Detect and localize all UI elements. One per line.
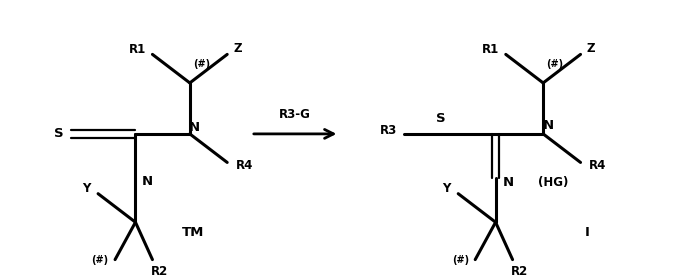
- Text: N: N: [543, 119, 554, 132]
- Text: TM: TM: [182, 226, 204, 239]
- Text: S: S: [436, 113, 446, 125]
- Text: Y: Y: [442, 183, 450, 195]
- Text: R2: R2: [150, 265, 168, 278]
- Text: R4: R4: [589, 159, 606, 172]
- Text: (#): (#): [546, 59, 563, 69]
- Text: (#): (#): [193, 59, 210, 69]
- Text: S: S: [54, 127, 64, 140]
- Text: R1: R1: [482, 43, 500, 56]
- Text: R3: R3: [380, 124, 398, 137]
- Text: R1: R1: [129, 43, 146, 56]
- Text: (#): (#): [452, 255, 469, 265]
- Text: Z: Z: [586, 43, 595, 55]
- Text: I: I: [585, 226, 590, 239]
- Text: Y: Y: [82, 183, 90, 195]
- Text: N: N: [189, 121, 200, 134]
- Text: N: N: [503, 176, 513, 189]
- Text: (HG): (HG): [538, 176, 568, 189]
- Text: R2: R2: [511, 265, 528, 278]
- Text: N: N: [142, 175, 153, 188]
- Text: R4: R4: [236, 159, 253, 172]
- Text: R3-G: R3-G: [279, 108, 311, 121]
- Text: Z: Z: [233, 43, 242, 55]
- Text: (#): (#): [92, 255, 108, 265]
